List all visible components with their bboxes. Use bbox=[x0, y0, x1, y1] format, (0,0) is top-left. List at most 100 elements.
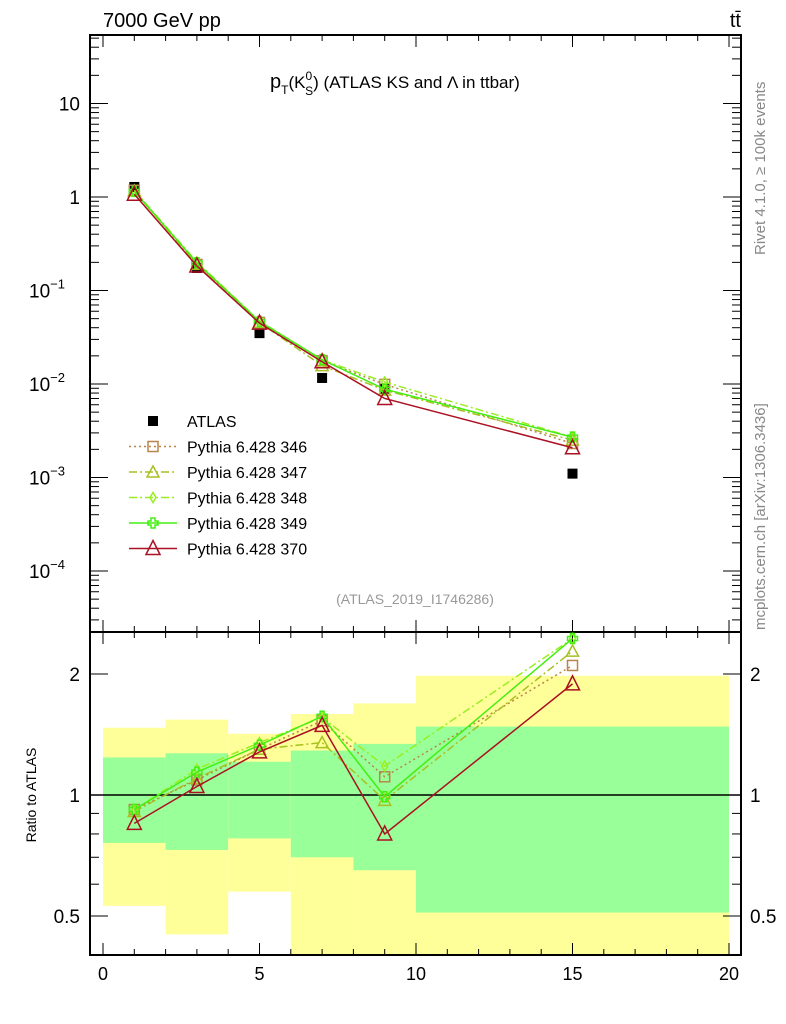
marker-filled-square bbox=[254, 328, 265, 339]
series-line bbox=[133, 189, 573, 445]
series-line bbox=[133, 190, 573, 438]
marker-open-triangle bbox=[188, 776, 206, 794]
ratio-y-tick-label-right: 2 bbox=[750, 665, 761, 686]
marker-open-triangle bbox=[376, 824, 393, 841]
marker-open-cross bbox=[147, 517, 159, 529]
series-line bbox=[133, 189, 573, 438]
marker-filled-square bbox=[148, 416, 158, 426]
legend-label: Pythia 6.428 349 bbox=[187, 516, 307, 533]
main-series-2 bbox=[127, 183, 580, 446]
ratio-series-1 bbox=[127, 643, 580, 818]
series-line bbox=[133, 190, 573, 441]
ratio-y-tick-label-right: 1 bbox=[750, 786, 761, 807]
title-k-sup: 0 bbox=[305, 69, 312, 83]
marker-open-cross bbox=[128, 803, 141, 816]
legend-item: Pythia 6.428 370 bbox=[129, 538, 307, 559]
ratio-y-tick-label: 0.5 bbox=[54, 907, 80, 928]
ratio-y-tick-label: 1 bbox=[69, 786, 80, 807]
marker-open-triangle bbox=[377, 792, 392, 807]
main-series-3 bbox=[130, 183, 577, 444]
marker-open-cross bbox=[566, 632, 579, 645]
marker-open-triangle bbox=[314, 735, 330, 749]
marker-open-square bbox=[147, 440, 159, 453]
ratio-bands bbox=[103, 675, 729, 955]
title-rest: ) (ATLAS KS and Λ in ttbar) bbox=[313, 73, 520, 92]
legend-item: Pythia 6.428 349 bbox=[129, 516, 307, 533]
marker-open-triangle bbox=[564, 438, 581, 455]
marker-open-diamond bbox=[318, 710, 326, 724]
marker-open-diamond bbox=[380, 375, 389, 389]
series-line bbox=[133, 193, 573, 449]
marker-open-triangle bbox=[565, 643, 580, 657]
band-stat bbox=[353, 743, 416, 871]
marker-open-cross bbox=[253, 739, 266, 751]
ratio-line bbox=[133, 683, 573, 836]
energy-label: 7000 GeV pp bbox=[103, 10, 221, 32]
marker-open-diamond bbox=[380, 759, 389, 773]
main-series-0 bbox=[129, 181, 578, 479]
band-stat bbox=[290, 750, 354, 858]
ratio-line bbox=[133, 650, 573, 813]
marker-open-triangle bbox=[376, 388, 393, 406]
title-open: (K bbox=[288, 73, 306, 92]
marker-open-triangle bbox=[126, 184, 143, 202]
ratio-y-tick-label: 2 bbox=[69, 665, 80, 686]
marker-filled-square bbox=[317, 372, 328, 383]
marker-open-triangle bbox=[313, 715, 331, 733]
marker-open-triangle bbox=[251, 313, 268, 330]
y-tick-label: 10−3 bbox=[29, 464, 65, 490]
legend-label: Pythia 6.428 370 bbox=[187, 542, 307, 559]
side-label-top: Rivet 4.1.0, ≥ 100k events bbox=[752, 82, 769, 255]
x-tick-label: 20 bbox=[719, 964, 739, 984]
marker-open-square bbox=[566, 659, 579, 672]
title-t-sub: T bbox=[281, 83, 289, 97]
x-tick-label: 0 bbox=[98, 964, 108, 984]
marker-open-triangle bbox=[144, 538, 162, 556]
y-tick-label: 10−1 bbox=[29, 277, 65, 303]
ratio-ylabel: Ratio to ATLAS bbox=[23, 748, 39, 843]
x-tick-label: 10 bbox=[406, 964, 426, 984]
main-series-1 bbox=[128, 184, 579, 450]
legend-item: Pythia 6.428 346 bbox=[129, 440, 307, 457]
marker-open-triangle bbox=[145, 464, 161, 478]
main-series-5 bbox=[126, 184, 581, 455]
x-tick-label: 5 bbox=[254, 964, 264, 984]
plot-title: pT(K0 S) (ATLAS KS and Λ in ttbar) bbox=[270, 69, 520, 98]
series-group bbox=[126, 181, 581, 841]
main-series-4 bbox=[128, 185, 579, 443]
marker-open-cross bbox=[191, 766, 203, 778]
ratio-series-4 bbox=[126, 674, 581, 841]
marker-open-diamond bbox=[149, 491, 157, 504]
marker-open-triangle bbox=[314, 358, 330, 372]
title-p: p bbox=[270, 71, 281, 93]
y-tick-label: 10 bbox=[59, 95, 80, 116]
legend-item: Pythia 6.428 348 bbox=[129, 491, 307, 508]
marker-open-triangle bbox=[251, 742, 268, 759]
side-label-bottom: mcplots.cern.ch [arXiv:1306.3436] bbox=[752, 403, 769, 630]
analysis-annotation: (ATLAS_2019_I1746286) bbox=[336, 591, 494, 607]
band-stat bbox=[165, 753, 229, 850]
legend-label: ATLAS bbox=[187, 414, 237, 431]
process-label: tt̄ bbox=[730, 10, 742, 32]
legend-item: Pythia 6.428 347 bbox=[129, 464, 307, 482]
marker-open-cross bbox=[378, 791, 391, 803]
legend-item: ATLAS bbox=[148, 414, 237, 431]
ratio-series-3 bbox=[128, 632, 579, 816]
legend-label: Pythia 6.428 348 bbox=[187, 491, 307, 508]
ratio-line bbox=[133, 637, 573, 811]
x-tick-label: 15 bbox=[562, 964, 582, 984]
legend-label: Pythia 6.428 347 bbox=[187, 465, 307, 482]
y-tick-label: 10−4 bbox=[29, 557, 65, 583]
y-tick-label: 1 bbox=[69, 188, 80, 209]
marker-filled-square bbox=[567, 468, 578, 479]
legend: ATLAS Pythia 6.428 346 Pythia 6.428 347 Pyt… bbox=[129, 414, 307, 559]
marker-open-triangle bbox=[313, 352, 331, 369]
ratio-y-tick-label-right: 0.5 bbox=[750, 907, 776, 928]
band-stat bbox=[228, 761, 291, 839]
legend-label: Pythia 6.428 346 bbox=[187, 440, 307, 457]
title-k-sub: S bbox=[305, 84, 313, 98]
marker-open-triangle bbox=[189, 770, 205, 785]
axes: 0 5 10 15 20 10 1 10−1 10−2 10−3 10−4 2 2 1 1 0.5 0.5 bbox=[29, 34, 776, 984]
y-tick-label: 10−2 bbox=[29, 370, 65, 396]
